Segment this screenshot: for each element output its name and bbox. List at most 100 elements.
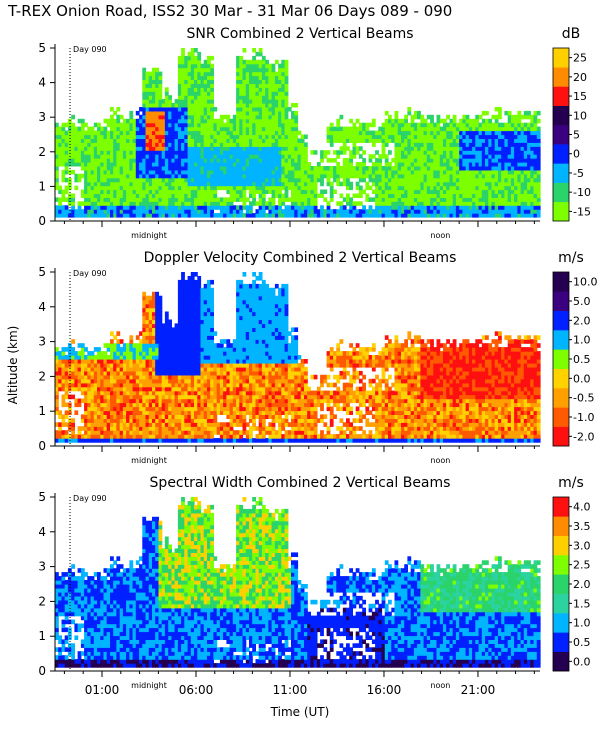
heatmap-cell — [342, 177, 347, 183]
heatmap-cell — [158, 422, 163, 427]
heatmap-cell — [236, 91, 240, 96]
heatmap-cell — [139, 158, 143, 163]
heatmap-cell — [168, 181, 172, 187]
heatmap-cell — [106, 150, 111, 155]
heatmap-cell — [119, 438, 124, 443]
heatmap-cell — [139, 134, 143, 139]
heatmap-cell — [61, 189, 66, 194]
heatmap-cell — [388, 201, 392, 206]
heatmap-cell — [93, 166, 98, 171]
heatmap-cell — [291, 103, 295, 108]
heatmap-cell — [207, 59, 211, 65]
heatmap-cell — [459, 162, 463, 167]
heatmap-cell — [439, 154, 444, 159]
colorbar-unit: dB — [562, 26, 581, 42]
heatmap-cell — [410, 118, 415, 124]
heatmap-cell — [258, 189, 263, 194]
heatmap-cell — [423, 158, 428, 163]
heatmap-cell — [148, 166, 153, 171]
heatmap-cell — [177, 193, 182, 198]
heatmap-cell — [164, 150, 169, 155]
heatmap-cell — [433, 173, 438, 179]
heatmap-cell — [352, 166, 357, 171]
heatmap-cell — [329, 138, 334, 143]
heatmap-cell — [252, 213, 256, 218]
heatmap-cell — [219, 173, 224, 179]
heatmap-cell — [245, 107, 250, 112]
heatmap-cell — [349, 209, 353, 214]
heatmap-cell — [87, 363, 92, 368]
heatmap-cell — [155, 343, 159, 348]
figure-title: T-REX Onion Road, ISS2 30 Mar - 31 Mar 0… — [7, 2, 452, 20]
heatmap-cell — [139, 150, 143, 155]
heatmap-cell — [164, 363, 169, 368]
heatmap-cell — [433, 209, 438, 214]
heatmap-cell — [132, 169, 137, 175]
heatmap-cell — [119, 193, 124, 198]
heatmap-cell — [274, 126, 279, 132]
heatmap-cell — [158, 307, 163, 313]
heatmap-cell — [368, 134, 373, 139]
heatmap-cell — [249, 154, 253, 159]
heatmap-cell — [355, 173, 360, 179]
heatmap-cell — [378, 213, 383, 218]
heatmap-cell — [100, 410, 105, 415]
heatmap-cell — [462, 181, 467, 187]
heatmap-cell — [462, 189, 467, 194]
heatmap-cell — [55, 185, 59, 191]
heatmap-cell — [394, 173, 399, 179]
heatmap-cell — [93, 173, 98, 179]
heatmap-cell — [530, 134, 535, 139]
heatmap-cell — [145, 95, 150, 100]
heatmap-cell — [129, 189, 134, 194]
heatmap-cell — [352, 146, 357, 151]
heatmap-cell — [190, 213, 195, 218]
heatmap-cell — [223, 126, 227, 132]
heatmap-cell — [161, 410, 166, 415]
heatmap-cell — [455, 138, 460, 143]
heatmap-cell — [430, 181, 434, 187]
heatmap-cell — [194, 181, 198, 187]
heatmap-cell — [148, 434, 153, 439]
heatmap-cell — [145, 303, 150, 309]
heatmap-cell — [281, 103, 286, 108]
heatmap-cell — [481, 169, 486, 175]
heatmap-cell — [194, 118, 198, 124]
heatmap-cell — [281, 177, 286, 183]
heatmap-cell — [242, 95, 247, 100]
heatmap-cell — [194, 91, 198, 96]
heatmap-cell — [316, 173, 321, 179]
heatmap-cell — [164, 103, 169, 108]
heatmap-cell — [87, 138, 92, 143]
heatmap-cell — [391, 122, 396, 128]
heatmap-cell — [126, 410, 130, 415]
heatmap-cell — [274, 99, 279, 104]
heatmap-cell — [177, 213, 182, 218]
heatmap-cell — [472, 201, 476, 206]
heatmap-cell — [297, 146, 302, 151]
heatmap-cell — [148, 339, 153, 344]
heatmap-cell — [278, 99, 282, 104]
heatmap-cell — [420, 197, 425, 202]
heatmap-cell — [242, 185, 247, 191]
heatmap-cell — [417, 138, 421, 143]
heatmap-cell — [485, 126, 489, 132]
heatmap-cell — [67, 134, 72, 139]
heatmap-cell — [219, 213, 224, 218]
heatmap-cell — [174, 146, 179, 151]
heatmap-cell — [420, 158, 425, 163]
heatmap-cell — [148, 126, 153, 132]
heatmap-cell — [433, 197, 438, 202]
heatmap-cell — [462, 213, 467, 218]
heatmap-cell — [203, 162, 208, 167]
heatmap-cell — [523, 126, 528, 132]
heatmap-cell — [148, 319, 153, 325]
heatmap-cell — [213, 138, 218, 143]
heatmap-cell — [207, 79, 211, 84]
heatmap-cell — [58, 189, 62, 194]
heatmap-cell — [74, 185, 79, 191]
heatmap-cell — [200, 122, 205, 128]
heatmap-cell — [84, 150, 88, 155]
heatmap-cell — [530, 201, 535, 206]
heatmap-cell — [249, 83, 253, 88]
